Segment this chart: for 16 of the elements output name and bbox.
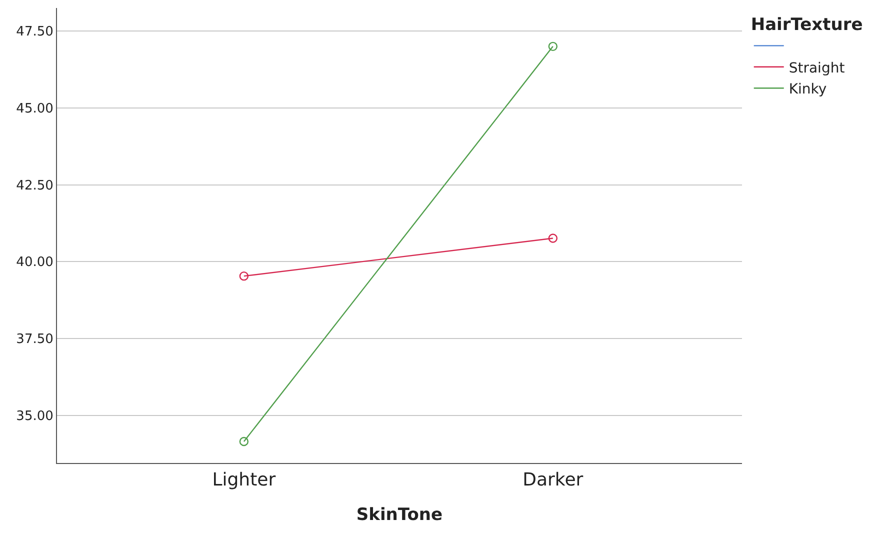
y-tick-label: 42.50: [16, 178, 54, 194]
point: [239, 271, 249, 281]
x-axis-title: SkinTone: [356, 505, 443, 525]
x-tick-label: Lighter: [212, 470, 276, 491]
legend-label: Kinky: [788, 82, 827, 98]
legend-title: HairTexture: [750, 15, 863, 36]
y-tick-label: 35.00: [16, 408, 54, 424]
x-tick-label: Darker: [522, 470, 584, 491]
legend-label: Straight: [788, 60, 846, 76]
point: [239, 436, 249, 446]
y-tick-label: 37.50: [16, 332, 54, 348]
point: [548, 42, 558, 52]
y-tick-label: 45.00: [16, 101, 54, 116]
point: [548, 234, 558, 243]
y-tick-label: 47.50: [16, 24, 54, 40]
y-tick-label: 40.00: [16, 255, 54, 270]
